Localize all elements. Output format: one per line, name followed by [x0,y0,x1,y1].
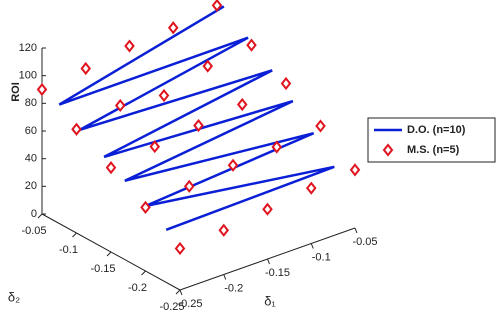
data-marker [124,39,135,53]
data-marker [36,82,48,97]
data-marker [105,161,117,175]
data-marker [349,163,361,177]
data-marker [193,118,204,133]
y-tick-label: -0.15 [90,263,115,275]
x-tick [267,258,270,265]
z-tick-label: 80 [25,97,37,109]
data-line [58,5,335,232]
data-marker [158,88,170,103]
y-tick-label: -0.25 [159,301,184,313]
z-tick-label: 60 [25,125,37,137]
y-tick-label: -0.2 [128,282,147,294]
data-marker [280,76,292,91]
data-marker [246,38,257,52]
data-marker [71,122,82,136]
y-axis-title: δ₂ [8,289,20,304]
z-tick-label: 40 [25,153,37,165]
x-tick-label: -0.05 [352,236,377,248]
data-marker [80,61,92,76]
data-marker [271,140,283,154]
x-tick [354,227,358,234]
legend-label: D.O. (n=10) [407,124,466,136]
x-tick-label: -0.1 [312,251,331,263]
legend-marker [382,143,394,157]
z-tick-label: 0 [31,208,37,220]
x-tick-label: -0.25 [177,298,202,310]
legend-label: M.S. (n=5) [407,144,460,156]
y-tick [175,289,181,295]
data-marker [305,181,317,195]
data-marker [114,98,126,113]
data-marker [167,21,179,35]
data-marker [211,0,223,12]
y-tick [141,270,146,276]
y-tick-label: -0.1 [59,244,78,256]
x-tick [223,274,227,280]
y-tick [72,232,77,238]
y-tick [37,213,43,219]
z-tick-label: 120 [19,42,37,54]
x-axis-title: δ₁ [264,293,276,308]
x-tick [179,289,183,296]
x-tick-label: -0.2 [224,282,243,294]
y-tick-label: -0.05 [21,225,46,237]
y-tick [106,251,112,257]
data-marker [236,97,248,112]
x-tick-label: -0.15 [265,267,290,279]
data-marker [262,202,273,216]
data-marker [227,158,239,172]
data-marker [140,200,151,214]
z-tick-label: 100 [19,70,37,82]
data-marker [218,223,230,237]
data-marker [183,179,195,193]
data-marker [202,59,214,73]
x-tick [310,243,314,249]
data-marker [174,241,186,256]
z-tick-label: 20 [25,180,37,192]
data-marker [315,119,326,133]
z-axis-title: ROI [10,82,22,102]
data-marker [149,139,161,154]
